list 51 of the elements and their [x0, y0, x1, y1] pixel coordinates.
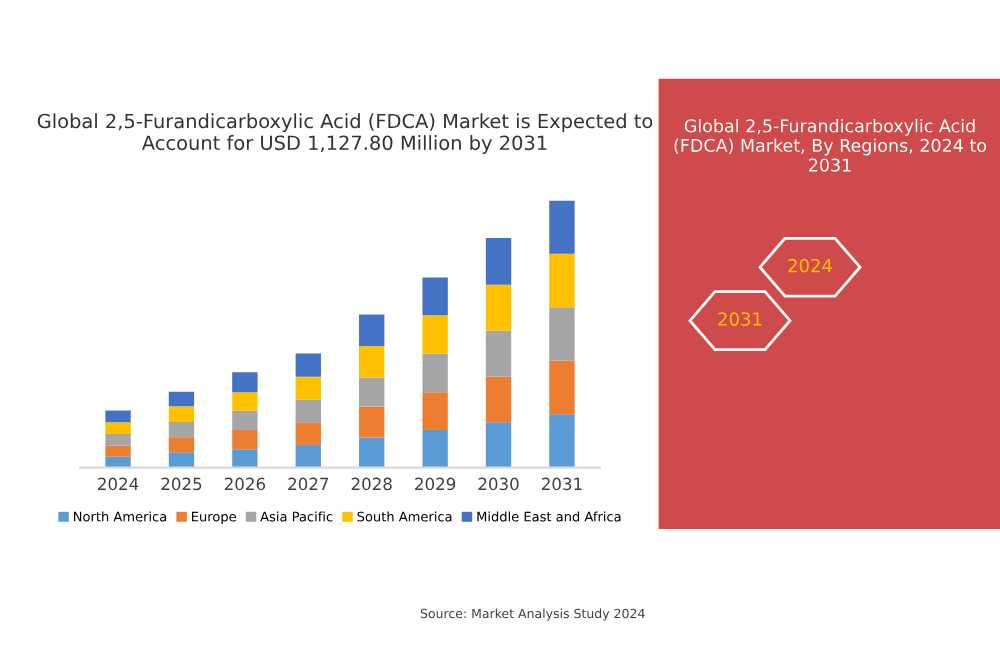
- bar: [422, 277, 448, 316]
- bar: [359, 346, 385, 378]
- bar: [359, 406, 385, 438]
- bar: [105, 445, 131, 457]
- bar: [422, 429, 448, 468]
- bar: [422, 353, 448, 393]
- bar: [232, 449, 258, 468]
- text: 2024: [788, 258, 832, 273]
- bar: [485, 238, 512, 285]
- bar: [549, 200, 575, 254]
- bar: [168, 452, 195, 468]
- bar: [549, 307, 575, 361]
- bar: [295, 376, 321, 400]
- bar: [232, 392, 258, 411]
- x-tick-label: 2027: [288, 477, 329, 491]
- x-tick-label: 2024: [98, 477, 139, 491]
- bar: [168, 437, 195, 453]
- x-tick-label: 2030: [478, 477, 519, 491]
- chart-title: Global 2,5-Furandicarboxylic Acid (FDCA) Market is Expected to Account for USD 1,127.80 Million by 2031: [37, 113, 653, 154]
- x-tick-label: 2029: [415, 477, 456, 491]
- x-tick-label: 2026: [224, 477, 266, 491]
- bar: [422, 315, 448, 354]
- bar: [295, 353, 321, 377]
- text: 2031: [718, 312, 762, 326]
- x-tick-label: 2028: [351, 477, 392, 491]
- text: Global 2,5-Furandicarboxylic Acid (FDCA) Market, By Regions, 2024 to 2031: [674, 118, 987, 172]
- bar: [295, 399, 321, 423]
- bar: [168, 391, 195, 407]
- bar: [359, 377, 385, 407]
- bar: [485, 376, 512, 423]
- bar: [359, 314, 385, 347]
- bar: [168, 406, 195, 422]
- bar: [359, 437, 385, 468]
- bar: [295, 444, 321, 468]
- bar: [295, 422, 321, 445]
- bar: [105, 410, 131, 423]
- bar: [485, 330, 512, 377]
- bar: [485, 422, 512, 468]
- bar: [549, 253, 575, 308]
- x-tick-label: 2031: [541, 477, 582, 491]
- bar: [422, 392, 448, 430]
- bar: [232, 410, 258, 430]
- bar: [232, 429, 258, 450]
- bar: [549, 360, 575, 415]
- bar: [549, 414, 575, 468]
- bar: [105, 422, 131, 434]
- x-tick-label: 2025: [161, 477, 202, 491]
- bar: [105, 433, 131, 446]
- bar: [168, 421, 195, 438]
- bar: [485, 284, 512, 331]
- bar: [232, 372, 258, 393]
